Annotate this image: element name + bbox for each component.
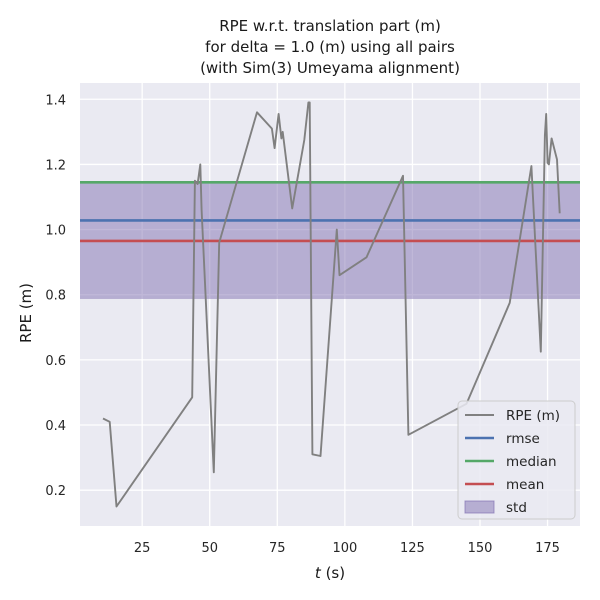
x-tick-labels: 25 50 75 100 125 150 175 xyxy=(134,541,560,556)
y-tick-labels: 0.2 0.4 0.6 0.8 1.0 1.2 1.4 xyxy=(45,93,66,499)
x-tick-label: 100 xyxy=(332,541,357,556)
y-tick-label: 1.2 xyxy=(45,158,66,173)
legend-mean-label: mean xyxy=(506,477,544,493)
title-line-3: (with Sim(3) Umeyama alignment) xyxy=(200,59,460,77)
rpe-series xyxy=(102,101,561,508)
y-tick-label: 0.2 xyxy=(45,484,66,499)
y-tick-label: 1.4 xyxy=(45,93,66,108)
x-tick-label: 125 xyxy=(400,541,425,556)
title-line-2: for delta = 1.0 (m) using all pairs xyxy=(205,38,455,56)
y-tick-label: 0.4 xyxy=(45,419,66,434)
y-axis-label: RPE (m) xyxy=(17,283,35,343)
legend-std-label: std xyxy=(506,500,527,516)
x-axis-label: t (s) xyxy=(315,564,345,582)
legend-rmse-label: rmse xyxy=(506,431,540,447)
stat-lines xyxy=(80,181,580,243)
title-line-1: RPE w.r.t. translation part (m) xyxy=(219,17,441,35)
chart-title: RPE w.r.t. translation part (m) for delt… xyxy=(200,17,460,77)
x-tick-label: 25 xyxy=(134,541,151,556)
rpe-line xyxy=(102,101,561,508)
legend-std-swatch xyxy=(464,500,495,514)
legend-rpe-label: RPE (m) xyxy=(506,408,560,424)
legend-box xyxy=(457,400,576,520)
y-tick-label: 1.0 xyxy=(45,224,66,239)
x-tick-label: 175 xyxy=(535,541,560,556)
legend: RPE (m) rmse median mean std xyxy=(457,400,576,520)
x-tick-label: 50 xyxy=(201,541,218,556)
y-tick-label: 0.8 xyxy=(45,289,66,304)
x-tick-label: 150 xyxy=(468,541,493,556)
x-tick-label: 75 xyxy=(269,541,286,556)
y-tick-label: 0.6 xyxy=(45,354,66,369)
legend-median-label: median xyxy=(506,454,557,470)
